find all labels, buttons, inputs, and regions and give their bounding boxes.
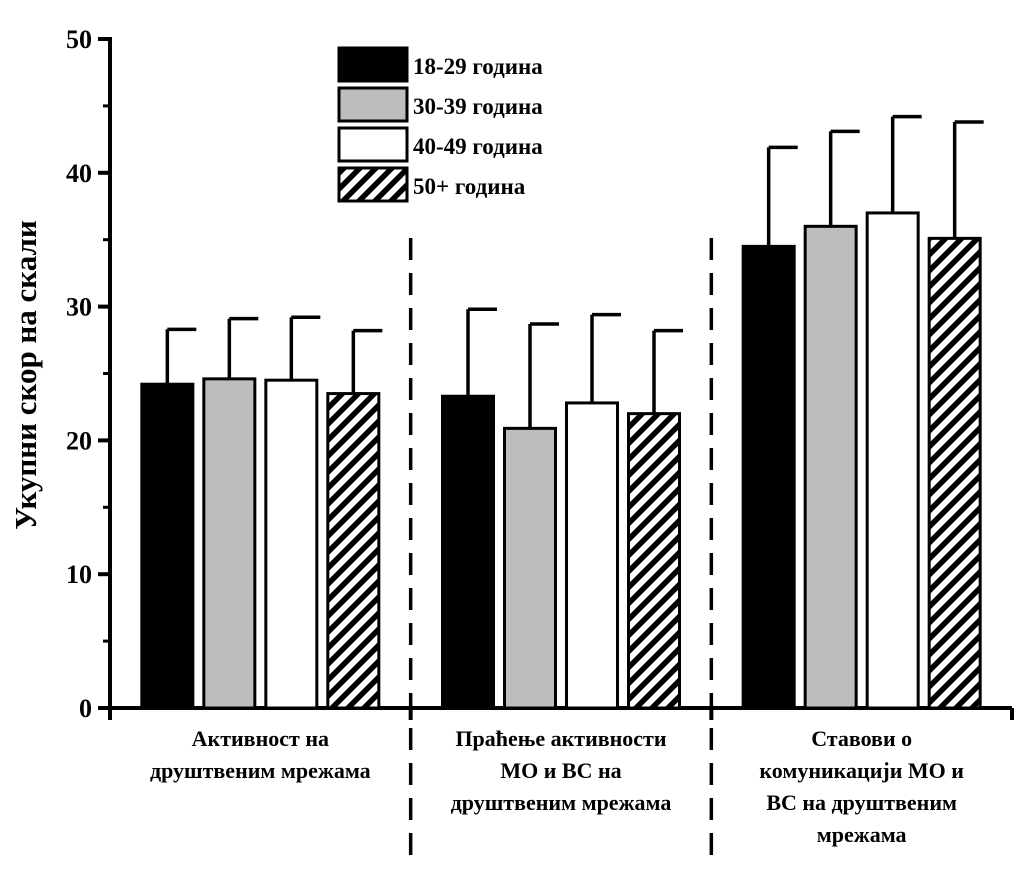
group-separators	[408, 238, 714, 868]
bar	[441, 394, 495, 710]
bar	[140, 382, 195, 710]
bar	[803, 224, 858, 710]
legend-swatch	[337, 46, 409, 83]
bar	[503, 426, 557, 710]
bar	[927, 236, 982, 710]
y-tick-label: 40	[66, 159, 92, 188]
legend-swatch	[337, 166, 409, 203]
bar	[565, 401, 619, 710]
y-tick-label: 0	[79, 694, 92, 723]
y-tick-label: 50	[66, 25, 92, 54]
category-label-line: Праћење активности	[455, 726, 666, 751]
legend: 18-29 година 30-39 година 40-49 година 50+ …	[337, 46, 543, 203]
legend-label: 18-29 година	[413, 54, 543, 79]
category-label-line: ВС на друштвеним	[766, 790, 957, 815]
category-label: Активност на друштвеним мрежама	[150, 726, 371, 783]
category-label-line: Активност на	[192, 726, 329, 751]
legend-swatch	[337, 126, 409, 163]
legend-label: 50+ година	[413, 174, 526, 199]
category-label-line: друштвеним мрежама	[451, 790, 672, 815]
bars	[140, 211, 982, 710]
x-axis	[108, 706, 1014, 720]
bar	[741, 244, 796, 710]
legend-label: 40-49 година	[413, 134, 543, 159]
category-label-line: комуникацији МО и	[759, 758, 964, 783]
legend-label: 30-39 година	[413, 94, 543, 119]
error-bars	[165, 114, 984, 429]
bar	[865, 211, 920, 710]
category-label-line: друштвеним мрежама	[150, 758, 371, 783]
y-axis: 0 10 20 30 40 50	[66, 25, 112, 723]
legend-swatch	[337, 86, 409, 123]
category-label-line: мрежама	[817, 822, 907, 847]
category-label: Праћење активности МО и ВС на друштвеним м…	[451, 726, 672, 815]
bar	[264, 378, 319, 710]
y-tick-label: 30	[66, 293, 92, 322]
category-label-line: МО и ВС на	[500, 758, 621, 783]
y-axis-label: Укупни скор на скали	[8, 220, 43, 530]
y-tick-label: 20	[66, 426, 92, 455]
category-label-line: Ставови о	[811, 726, 912, 751]
y-tick-label: 10	[66, 560, 92, 589]
bar	[326, 392, 381, 710]
bar	[627, 412, 681, 710]
category-label: Ставови о комуникацији МО и ВС на друштвен…	[759, 726, 964, 847]
bar	[202, 377, 257, 710]
